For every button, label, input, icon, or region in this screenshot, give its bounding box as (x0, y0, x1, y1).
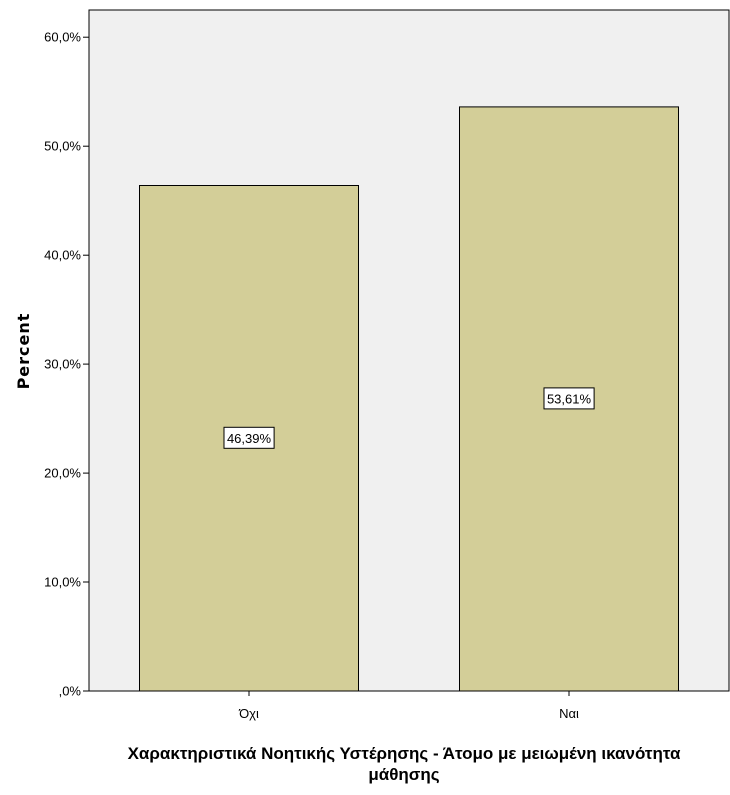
y-tick-label-2: 20,0% (44, 466, 81, 481)
x-axis-title-line-1: Χαρακτηριστικά Νοητικής Υστέρησης - Άτομ… (128, 744, 681, 763)
x-axis-title-line-2: μάθησης (368, 765, 439, 784)
y-tick-label-6: 60,0% (44, 30, 81, 45)
y-tick-label-5: 50,0% (44, 139, 81, 154)
axes (88, 10, 729, 692)
y-tick-label-0: ,0% (59, 684, 82, 699)
data-labels: 46,39% 53,61% (223, 387, 595, 449)
data-label-2: 53,61% (543, 387, 595, 410)
y-ticks: ,0% 10,0% 20,0% 30,0% 40,0% 50,0% 60,0% (44, 30, 89, 699)
data-label-box (223, 426, 275, 449)
data-label-1: 46,39% (223, 426, 275, 449)
data-label-text: 53,61% (547, 391, 592, 406)
data-label-text: 46,39% (227, 431, 272, 446)
x-tick-label-1: Όχι (238, 706, 259, 721)
y-tick-label-1: 10,0% (44, 575, 81, 590)
x-ticks: Όχι Ναι (238, 691, 579, 721)
y-tick-label-3: 30,0% (44, 357, 81, 372)
y-axis-title: Percent (14, 313, 33, 390)
data-label-box (543, 387, 595, 410)
x-tick-label-2: Ναι (559, 706, 579, 721)
y-tick-label-4: 40,0% (44, 248, 81, 263)
